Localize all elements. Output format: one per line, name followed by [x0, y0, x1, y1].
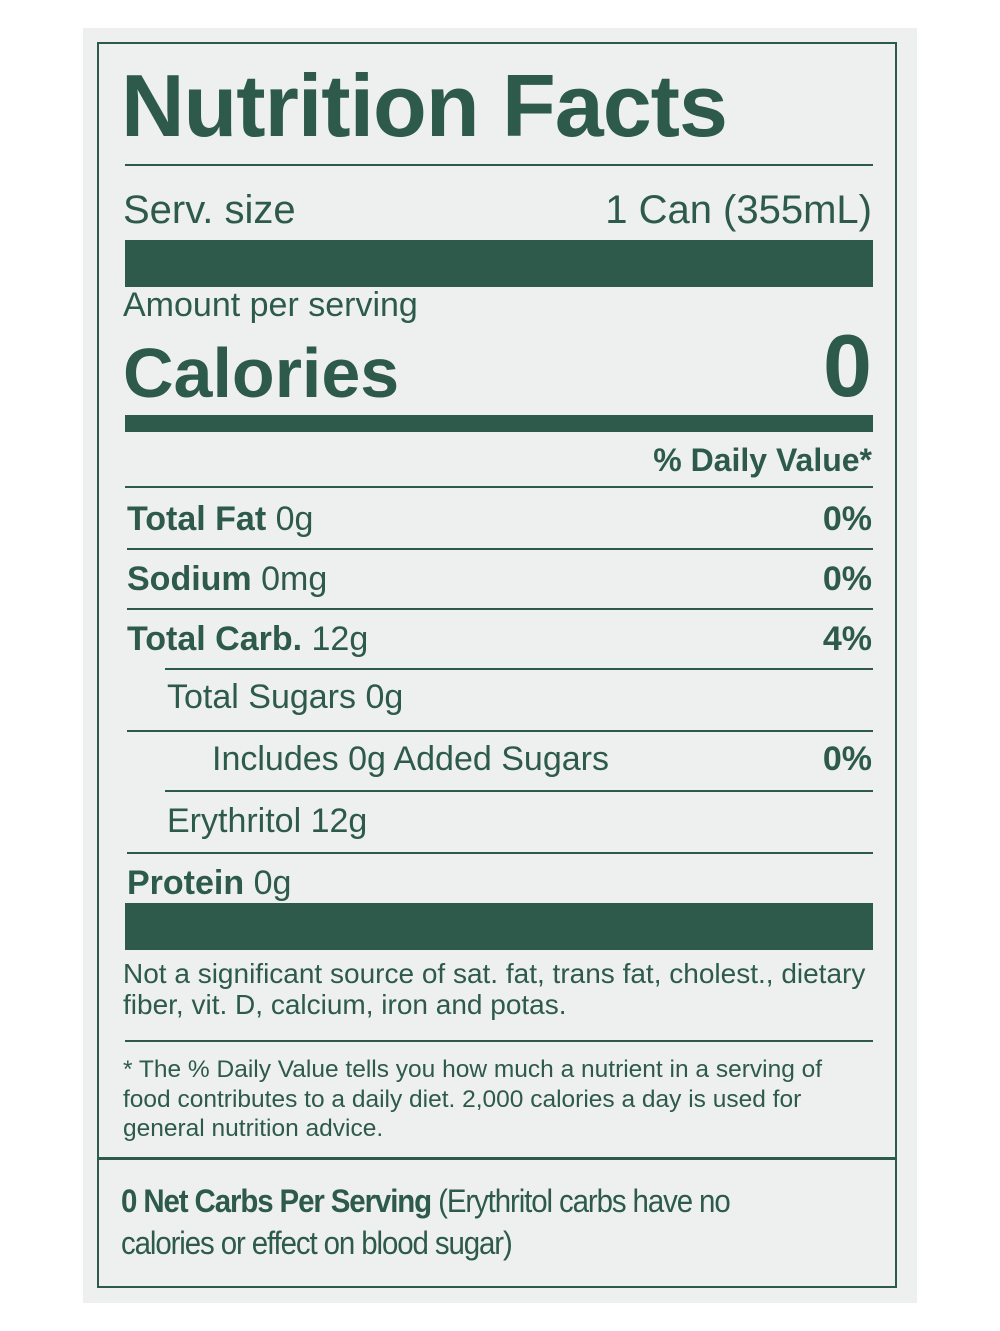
net-carbs-note: 0 Net Carbs Per Serving (Erythritol carb… [121, 1180, 783, 1264]
rule [125, 164, 873, 166]
daily-value: 0% [822, 740, 872, 778]
daily-value: 0% [822, 560, 872, 598]
thick-bar [125, 903, 873, 950]
nutrient-row: Total Fat 0g [127, 502, 313, 536]
rule [125, 1040, 873, 1042]
nutrient-amount: 12g [311, 620, 369, 658]
daily-value: 4% [822, 620, 872, 658]
rule [127, 852, 873, 854]
rule [165, 668, 873, 670]
footnote: * The % Daily Value tells you how much a… [123, 1056, 823, 1142]
rule [127, 608, 873, 610]
rule [127, 548, 873, 550]
box-rule [97, 1157, 897, 1160]
nutrient-amount: 0g [253, 864, 292, 902]
nutrient-name: Sodium [127, 560, 252, 598]
calories-value: 0 [823, 316, 872, 415]
net-carbs-text: (Erythritol carbs have no calories or ef… [121, 1183, 731, 1261]
nutrient-row: Total Carb. 12g [127, 622, 368, 656]
rule [127, 730, 873, 732]
label-border [97, 42, 897, 1288]
amount-per-serving: Amount per serving [123, 286, 418, 324]
nutrient-row: Includes 0g Added Sugars [212, 740, 609, 778]
nutrient-amount: 0g [275, 500, 314, 538]
serving-value: 1 Can (355mL) [605, 188, 872, 232]
not-significant-note: Not a significant source of sat. fat, tr… [123, 958, 866, 1020]
daily-value-header: % Daily Value* [653, 442, 872, 478]
rule [125, 486, 873, 488]
nutrient-name: Protein [127, 864, 245, 902]
nutrient-row: Total Sugars 0g [167, 678, 404, 716]
nutrient-row: Protein 0g [127, 866, 291, 900]
net-carbs-bold: 0 Net Carbs Per Serving [121, 1183, 432, 1219]
medium-bar [125, 415, 873, 432]
calories-label: Calories [123, 334, 400, 412]
nutrient-name: Total Carb. [127, 620, 303, 658]
thick-bar [125, 240, 873, 287]
nutrient-name: Total Fat [127, 500, 267, 538]
nutrient-row: Sodium 0mg [127, 562, 327, 596]
daily-value: 0% [822, 500, 872, 538]
title: Nutrition Facts [121, 56, 728, 155]
serving-label: Serv. size [123, 188, 296, 232]
nutrient-amount: 0mg [261, 560, 328, 598]
rule [165, 790, 873, 792]
nutrient-row: Erythritol 12g [167, 802, 368, 840]
